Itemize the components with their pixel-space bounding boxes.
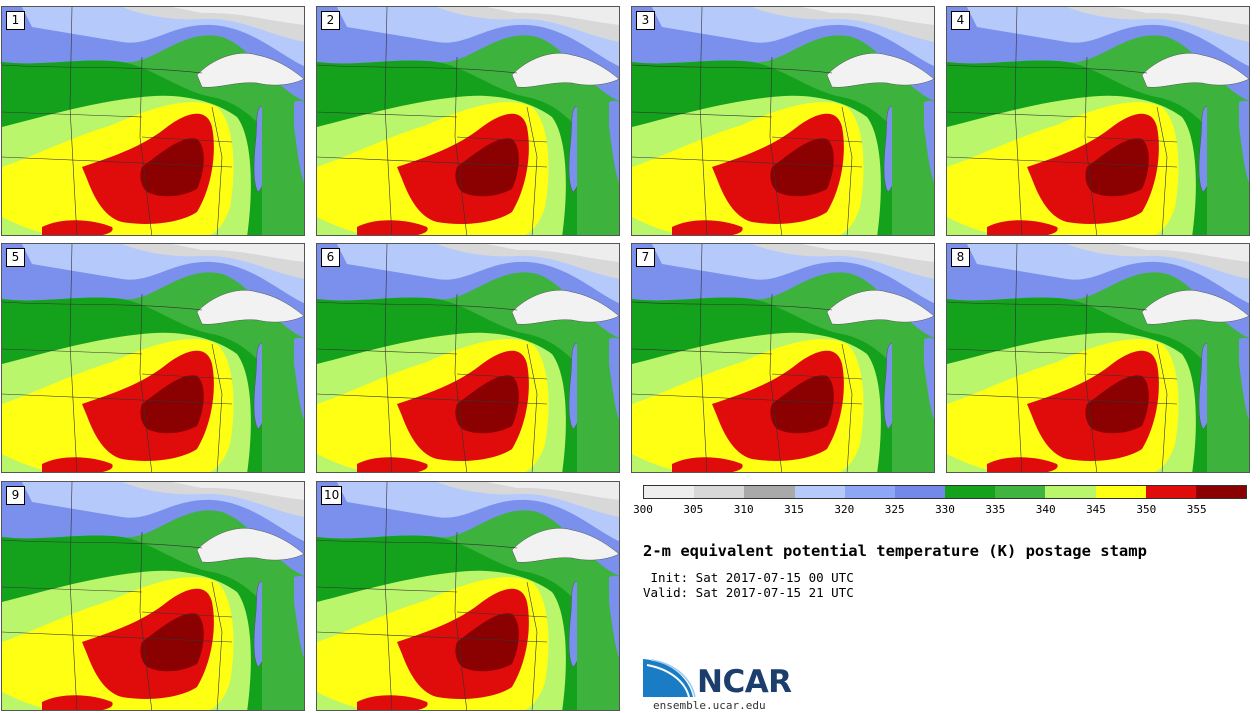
member-number: 1 — [6, 11, 25, 30]
stamp-panel-7: 7 — [631, 243, 935, 473]
colorbar-tick-label: 345 — [1086, 503, 1106, 516]
map-icon — [947, 244, 1249, 472]
stamp-panel-5: 5 — [1, 243, 305, 473]
colorbar-segment — [1145, 486, 1196, 498]
colorbar-segment — [844, 486, 895, 498]
stamp-panel-4: 4 — [946, 6, 1250, 236]
colorbar-tick-label: 350 — [1136, 503, 1157, 516]
page-title: 2-m equivalent potential temperature (K)… — [643, 542, 1147, 560]
map-icon — [317, 244, 619, 472]
colorbar-segment — [1045, 486, 1096, 498]
colorbar-segment — [644, 486, 695, 498]
member-number: 9 — [6, 486, 25, 505]
stamp-panel-8: 8 — [946, 243, 1250, 473]
map-icon — [2, 244, 304, 472]
colorbar-tick-label: 315 — [784, 503, 804, 516]
init-time: Init: Sat 2017-07-15 00 UTC — [643, 570, 854, 585]
member-number: 3 — [636, 11, 655, 30]
member-number: 10 — [321, 486, 343, 505]
colorbar — [643, 485, 1247, 499]
logo-text: NCAR — [697, 664, 792, 700]
map-icon — [317, 7, 619, 235]
colorbar-tick-label: 340 — [1035, 503, 1056, 516]
colorbar-tick-label: 330 — [935, 503, 955, 516]
stamp-panel-6: 6 — [316, 243, 620, 473]
site-url: ensemble.ucar.edu — [653, 699, 766, 712]
stamp-panel-10: 10 — [316, 481, 620, 711]
colorbar-segment — [945, 486, 996, 498]
colorbar-segment — [1195, 486, 1247, 498]
member-number: 5 — [6, 248, 25, 267]
stamp-panel-2: 2 — [316, 6, 620, 236]
colorbar-segment — [1095, 486, 1146, 498]
map-icon — [2, 482, 304, 710]
colorbar-segment — [995, 486, 1046, 498]
map-icon — [2, 7, 304, 235]
colorbar-segment — [694, 486, 745, 498]
colorbar-tick-label: 335 — [985, 503, 1006, 516]
map-icon — [632, 244, 934, 472]
member-number: 6 — [321, 248, 340, 267]
map-icon — [632, 7, 934, 235]
map-icon — [947, 7, 1249, 235]
colorbar-tick-label: 310 — [733, 503, 754, 516]
member-number: 7 — [636, 248, 655, 267]
colorbar-tick-label: 325 — [884, 503, 905, 516]
colorbar-tick-label: 300 — [633, 503, 653, 516]
member-number: 4 — [951, 11, 970, 30]
ncar-logo-icon — [643, 659, 696, 697]
stamp-panel-3: 3 — [631, 6, 935, 236]
colorbar-segment — [744, 486, 795, 498]
map-icon — [317, 482, 619, 710]
stamp-panel-1: 1 — [1, 6, 305, 236]
member-number: 2 — [321, 11, 340, 30]
member-number: 8 — [951, 248, 970, 267]
colorbar-segment — [894, 486, 946, 498]
colorbar-segment — [794, 486, 845, 498]
colorbar-tick-label: 320 — [834, 503, 855, 516]
colorbar-tick-label: 305 — [683, 503, 704, 516]
colorbar-tick-label: 355 — [1186, 503, 1207, 516]
stamp-panel-9: 9 — [1, 481, 305, 711]
valid-time: Valid: Sat 2017-07-15 21 UTC — [643, 585, 854, 600]
